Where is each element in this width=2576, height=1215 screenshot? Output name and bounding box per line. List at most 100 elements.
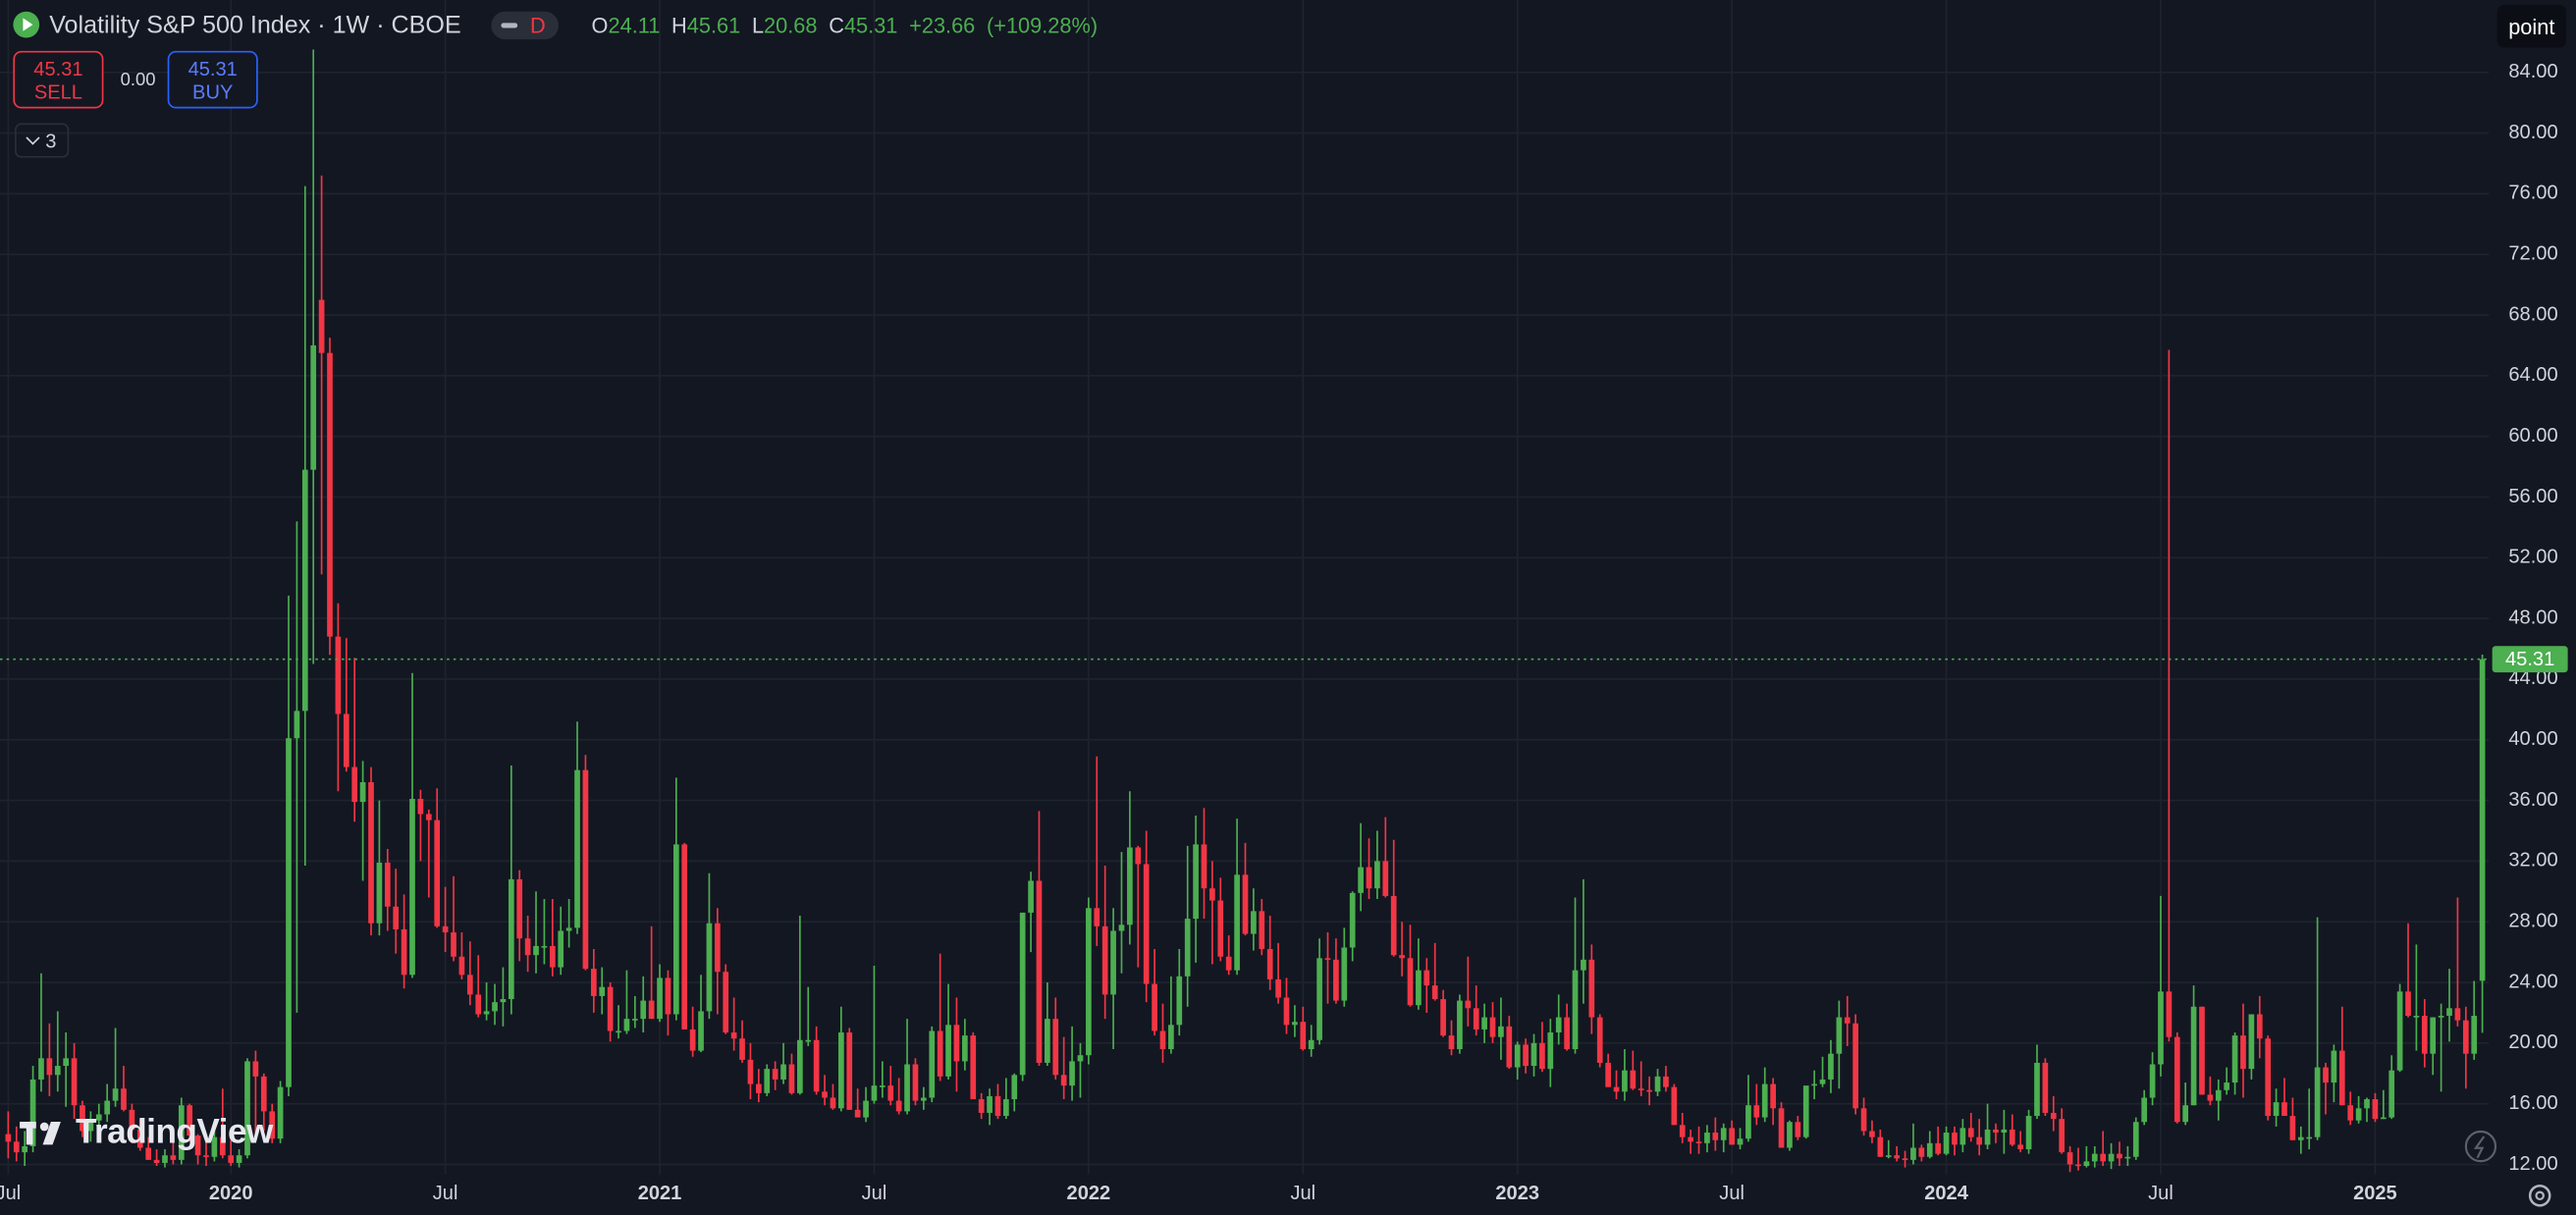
- candle-body: [211, 1136, 218, 1157]
- candle-body: [458, 956, 465, 976]
- candle-body: [1778, 1108, 1785, 1148]
- candle-body: [1984, 1129, 1991, 1145]
- candle-body: [1324, 958, 1331, 960]
- scale-button[interactable]: point: [2496, 5, 2566, 48]
- candle-body: [54, 1066, 61, 1076]
- candle-body: [970, 1035, 977, 1100]
- candle-body: [2034, 1062, 2040, 1117]
- candle-body: [1390, 895, 1397, 956]
- candle-body: [2273, 1102, 2280, 1117]
- candle-body: [252, 1061, 259, 1077]
- spread: 0.00: [120, 70, 156, 91]
- candle-body: [1465, 1000, 1472, 1009]
- candle-body: [830, 1097, 836, 1109]
- y-tick-label: 24.00: [2508, 971, 2557, 992]
- candle-body: [170, 1155, 177, 1160]
- candle-body: [1283, 997, 1290, 1026]
- x-tick-label: 2021: [638, 1183, 682, 1204]
- candle-body: [689, 1029, 696, 1051]
- candle-body: [2248, 1014, 2255, 1070]
- indicators-toggle[interactable]: 3: [15, 123, 70, 158]
- candle-body: [1770, 1083, 1776, 1109]
- candle-body: [1473, 1008, 1479, 1030]
- candle-body: [2199, 1006, 2205, 1095]
- candle-body: [87, 1120, 94, 1132]
- candle-body: [2182, 1105, 2189, 1123]
- candle-body: [2224, 1083, 2230, 1090]
- sell-price: 45.31: [33, 57, 83, 81]
- candle-body: [730, 1032, 737, 1039]
- candle-body: [1292, 1022, 1298, 1026]
- candle-body: [2149, 1064, 2156, 1098]
- candle-body: [1498, 1026, 1504, 1037]
- candle-body: [2190, 1006, 2197, 1106]
- candle-body: [1077, 1055, 1084, 1062]
- candle-body: [1844, 1017, 1851, 1024]
- ohlc-value: 20.68: [764, 12, 818, 37]
- candle-body: [994, 1095, 1001, 1117]
- indicators-count: 3: [45, 129, 57, 152]
- candle-body: [22, 1145, 28, 1153]
- interval-badge[interactable]: D: [490, 10, 560, 39]
- candle-body: [2017, 1144, 2024, 1150]
- candle-body: [2347, 1105, 2354, 1121]
- change: +23.66: [909, 12, 976, 37]
- flash-icon: [2464, 1130, 2497, 1163]
- candle-body: [1935, 1142, 1942, 1154]
- candle-body: [582, 769, 589, 970]
- change-percent: (+109.28%): [986, 12, 1099, 37]
- candle-body: [1637, 1088, 1644, 1090]
- candle-body: [1234, 874, 1240, 971]
- candle-body: [1003, 1099, 1009, 1117]
- candle-body: [1448, 1035, 1455, 1050]
- candle-body: [277, 1086, 284, 1139]
- candle-body: [549, 945, 556, 968]
- candle-body: [318, 299, 325, 353]
- x-tick-label: Jul: [0, 1183, 21, 1204]
- candle-body: [451, 932, 456, 957]
- candle-body: [2364, 1099, 2370, 1109]
- candle-body: [1588, 959, 1595, 1018]
- ohlc-value: 24.11: [608, 12, 661, 37]
- candle-body: [1795, 1122, 1801, 1137]
- sell-button[interactable]: 45.31 SELL: [13, 50, 104, 109]
- x-tick-label: 2020: [209, 1183, 253, 1204]
- x-tick-label: 2025: [2353, 1183, 2397, 1204]
- candle-body: [1646, 1089, 1652, 1092]
- candle-body: [376, 862, 383, 924]
- candle-body: [2323, 1067, 2329, 1083]
- candle-body: [524, 938, 531, 956]
- candle-body: [1802, 1085, 1809, 1137]
- candle-body: [921, 1097, 927, 1101]
- candle-body: [409, 799, 415, 976]
- candle-body: [63, 1058, 70, 1067]
- overlay: 12.00 16.00 20.00 24.00 28.00 32.00 36.00 40.00…: [0, 61, 2568, 1204]
- candle-body: [1225, 956, 1232, 971]
- candle-body: [1737, 1138, 1744, 1145]
- candle-body: [466, 975, 473, 995]
- ohlc-value: 45.31: [843, 12, 898, 37]
- candle-body: [1514, 1044, 1521, 1068]
- candle-body: [129, 1109, 135, 1130]
- candle-body: [2314, 1067, 2321, 1137]
- watermark-logo: [20, 1121, 61, 1145]
- candle-body: [343, 713, 349, 767]
- candle-body: [368, 782, 374, 924]
- candle-body: [640, 1000, 647, 1020]
- candle-body: [145, 1147, 152, 1160]
- buy-button[interactable]: 45.31 BUY: [167, 50, 258, 109]
- candle-body: [121, 1088, 127, 1110]
- candle-body: [269, 1111, 276, 1139]
- candle-body: [5, 1134, 12, 1142]
- candle-body: [880, 1085, 886, 1087]
- settings-icon[interactable]: [2528, 1184, 2551, 1207]
- candle-body: [1481, 1017, 1487, 1030]
- candle-body: [2141, 1097, 2148, 1123]
- candle-body: [2446, 1008, 2452, 1017]
- candle-body: [1622, 1070, 1628, 1092]
- candle-body: [483, 1011, 490, 1015]
- y-tick-label: 76.00: [2508, 183, 2557, 204]
- candle-body: [153, 1159, 160, 1163]
